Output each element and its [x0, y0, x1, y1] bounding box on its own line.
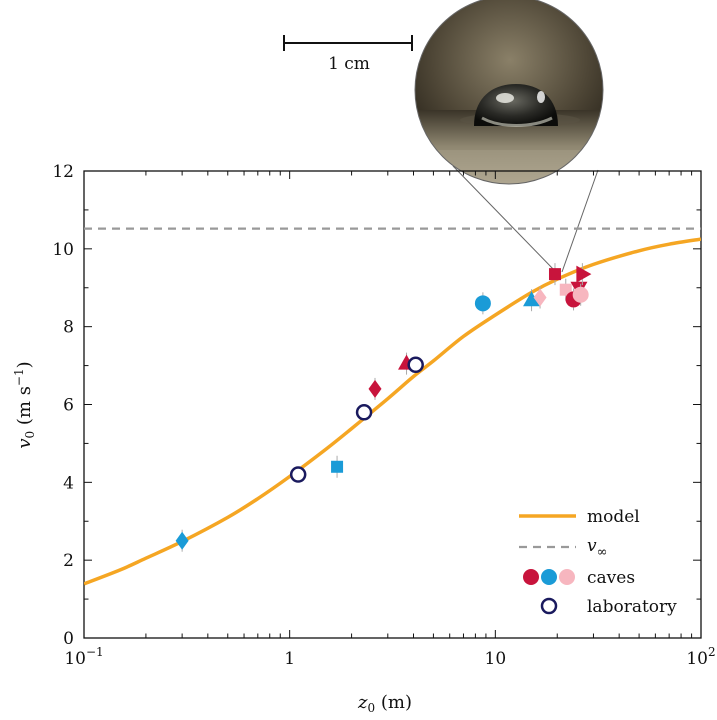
x-tick-label: 1	[284, 649, 295, 669]
y-tick-label: 2	[63, 551, 74, 571]
y-tick-label: 10	[52, 240, 74, 260]
model-curve	[84, 239, 701, 584]
legend-laboratory-label: laboratory	[587, 597, 677, 617]
legend-caves-label: caves	[587, 568, 635, 588]
legend: model v∞ caves laboratory	[519, 507, 677, 617]
y-tick-label: 12	[52, 162, 74, 182]
droplet-photo-inset	[400, 0, 620, 272]
legend-cave-red-marker	[523, 569, 539, 585]
legend-cave-blue-marker	[541, 569, 557, 585]
legend-model-label: model	[587, 507, 640, 527]
tick-labels: 0 2 4 6 8 10 12 10−1 1 10 102	[52, 162, 715, 669]
scale-bar: 1 cm	[284, 35, 412, 74]
x-axis-label: z0 (m)	[357, 692, 412, 715]
y-axis-label: v0 (m s−1)	[12, 361, 37, 448]
laboratory-point	[357, 405, 371, 419]
scale-bar-label: 1 cm	[328, 54, 370, 74]
legend-laboratory-marker	[542, 599, 556, 613]
y-tick-label: 4	[63, 473, 74, 493]
cave-point-circle	[573, 287, 589, 303]
legend-v-infinity-label: v∞	[587, 536, 607, 560]
y-tick-label: 6	[63, 396, 74, 416]
cave-point-diamond	[176, 532, 189, 550]
legend-cave-pink-marker	[559, 569, 575, 585]
laboratory-point	[409, 358, 423, 372]
x-tick-label: 102	[686, 645, 715, 669]
cave-point-square	[549, 268, 561, 280]
cave-point-diamond	[369, 380, 382, 398]
cave-point-square	[331, 461, 343, 473]
data-points	[176, 263, 592, 552]
cave-point-circle	[475, 295, 491, 311]
y-tick-label: 0	[63, 629, 74, 649]
laboratory-point	[291, 468, 305, 482]
y-tick-label: 8	[63, 318, 74, 338]
x-tick-label: 10−1	[64, 645, 103, 669]
x-tick-label: 10	[485, 649, 507, 669]
